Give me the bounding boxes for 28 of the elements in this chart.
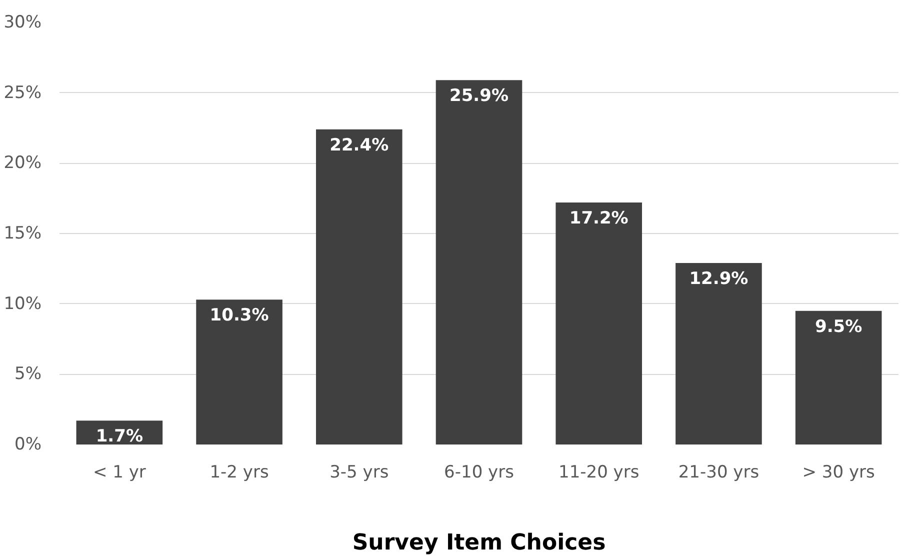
data-label: 9.5% — [814, 316, 862, 337]
x-tick-label: 1-2 yrs — [210, 462, 269, 482]
bar — [795, 310, 882, 444]
y-tick-label: 20% — [4, 153, 42, 174]
bar — [436, 80, 522, 444]
bar — [676, 263, 762, 444]
data-label: 1.7% — [96, 426, 144, 447]
x-axis-title: Survey Item Choices — [352, 530, 606, 556]
y-tick-label: 25% — [4, 82, 42, 103]
bar — [196, 300, 282, 444]
data-label: 10.3% — [210, 306, 269, 326]
y-tick-label: 5% — [14, 364, 42, 384]
bar — [316, 129, 402, 444]
data-label: 17.2% — [569, 208, 628, 229]
data-label: 12.9% — [689, 269, 748, 290]
data-label: 25.9% — [450, 86, 508, 106]
bar — [556, 202, 642, 444]
x-tick-label: < 1 yr — [92, 462, 146, 482]
x-tick-label: > 30 yrs — [802, 462, 876, 482]
y-tick-label: 0% — [14, 434, 42, 454]
x-tick-label: 6-10 yrs — [444, 462, 514, 482]
data-label: 22.4% — [330, 135, 389, 156]
y-tick-label: 10% — [4, 294, 42, 314]
y-tick-label: 30% — [4, 12, 42, 32]
x-tick-label: 3-5 yrs — [330, 462, 389, 482]
x-tick-label: 21-30 yrs — [678, 462, 760, 482]
x-tick-label: 11-20 yrs — [558, 462, 640, 482]
y-tick-label: 15% — [4, 224, 42, 244]
